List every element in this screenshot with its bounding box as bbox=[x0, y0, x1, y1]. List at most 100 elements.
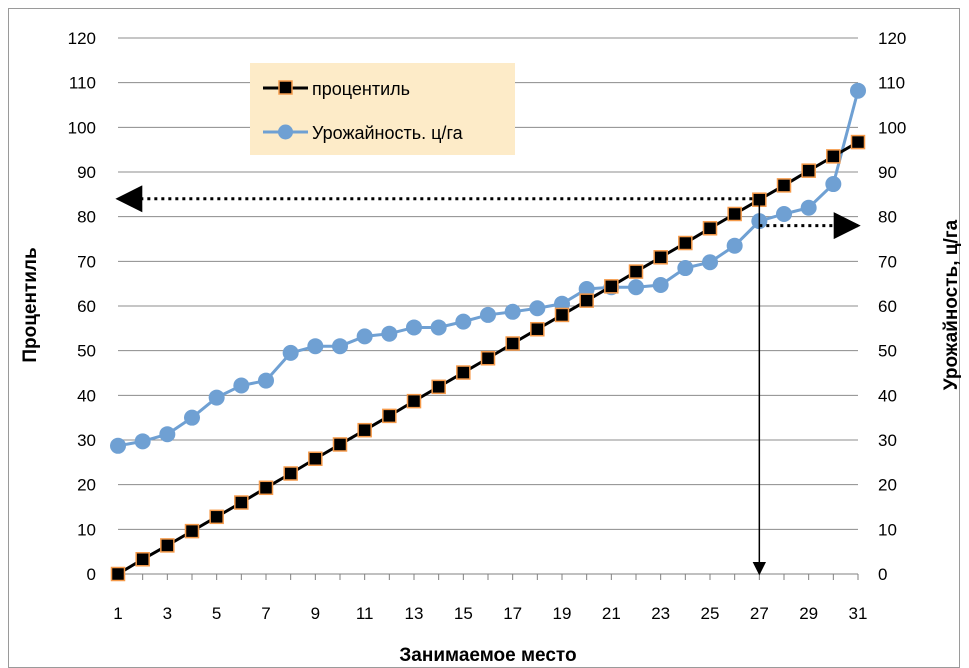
data-point bbox=[110, 566, 126, 582]
data-point bbox=[233, 377, 250, 394]
right-tick-label: 10 bbox=[878, 520, 897, 539]
left-tick-label: 110 bbox=[69, 74, 96, 93]
left-tick-label: 40 bbox=[77, 386, 96, 405]
x-tick-label: 7 bbox=[261, 604, 270, 623]
x-axis-title: Занимаемое место bbox=[399, 645, 576, 663]
left-tick-label: 90 bbox=[77, 163, 96, 182]
data-point bbox=[702, 221, 718, 236]
data-point bbox=[134, 433, 151, 450]
data-point bbox=[208, 389, 225, 406]
data-point bbox=[381, 325, 398, 342]
data-point bbox=[628, 264, 644, 279]
left-axis-title: Процентиль bbox=[20, 247, 41, 362]
right-tick-label: 0 bbox=[878, 565, 887, 584]
x-tick-label: 17 bbox=[503, 604, 522, 623]
data-point bbox=[283, 466, 298, 481]
x-tick-label: 27 bbox=[750, 604, 769, 623]
data-point bbox=[356, 328, 373, 345]
legend-label-percentile: процентиль bbox=[312, 79, 410, 99]
data-point bbox=[801, 163, 816, 178]
data-point bbox=[332, 338, 348, 355]
data-point bbox=[727, 206, 742, 222]
right-tick-label: 60 bbox=[878, 297, 897, 316]
data-point bbox=[431, 379, 446, 395]
left-tick-label: 0 bbox=[87, 565, 96, 584]
data-point bbox=[653, 250, 668, 265]
data-point bbox=[628, 279, 644, 296]
data-point bbox=[850, 82, 866, 99]
left-tick-label: 70 bbox=[77, 252, 96, 271]
data-point bbox=[480, 351, 496, 366]
series-0 bbox=[110, 134, 866, 582]
data-point bbox=[258, 372, 274, 389]
right-tick-label: 90 bbox=[878, 163, 897, 182]
right-tick-label: 50 bbox=[878, 342, 897, 361]
data-point bbox=[159, 426, 176, 443]
data-point bbox=[825, 176, 842, 193]
right-tick-label: 120 bbox=[878, 29, 906, 48]
data-point bbox=[455, 313, 472, 330]
x-tick-label: 31 bbox=[849, 604, 868, 623]
data-point bbox=[850, 134, 866, 150]
right-tick-label: 110 bbox=[878, 74, 905, 93]
legend-box bbox=[250, 63, 515, 155]
data-point bbox=[456, 365, 471, 380]
x-tick-label: 3 bbox=[163, 604, 172, 623]
right-axis-title: Урожайность, ц/га bbox=[941, 219, 962, 390]
data-point bbox=[529, 300, 546, 317]
data-point bbox=[726, 237, 743, 254]
data-point bbox=[579, 293, 594, 308]
data-point bbox=[135, 552, 150, 567]
data-point bbox=[505, 336, 520, 351]
left-tick-label: 120 bbox=[68, 29, 96, 48]
x-tick-label: 29 bbox=[799, 604, 818, 623]
x-tick-label: 19 bbox=[553, 604, 572, 623]
data-point bbox=[160, 538, 175, 553]
data-point bbox=[430, 319, 447, 336]
data-point bbox=[530, 321, 545, 337]
right-tick-label: 80 bbox=[878, 208, 897, 227]
x-tick-label: 13 bbox=[405, 604, 424, 623]
data-point bbox=[578, 281, 595, 298]
legend-marker-yield bbox=[278, 124, 293, 140]
data-point bbox=[184, 409, 200, 426]
data-point bbox=[604, 279, 619, 294]
right-tick-label: 30 bbox=[878, 431, 897, 450]
series-layer bbox=[110, 82, 866, 582]
x-tick-label: 21 bbox=[602, 604, 621, 623]
data-point bbox=[307, 338, 324, 355]
data-point bbox=[702, 254, 718, 271]
data-point bbox=[184, 523, 200, 539]
data-point bbox=[826, 149, 841, 164]
x-tick-label: 15 bbox=[454, 604, 473, 623]
data-point bbox=[209, 509, 224, 525]
data-point bbox=[308, 451, 323, 467]
data-point bbox=[504, 303, 521, 320]
x-tick-label: 11 bbox=[356, 604, 374, 623]
left-tick-label: 20 bbox=[77, 476, 96, 495]
data-point bbox=[382, 408, 397, 424]
data-point bbox=[677, 260, 694, 277]
x-tick-label: 23 bbox=[651, 604, 670, 623]
data-point bbox=[406, 319, 422, 336]
right-tick-label: 40 bbox=[878, 386, 897, 405]
right-tick-label: 70 bbox=[878, 252, 897, 271]
data-point bbox=[776, 205, 792, 222]
data-point bbox=[776, 178, 792, 193]
right-tick-label: 20 bbox=[878, 476, 897, 495]
data-point bbox=[357, 422, 372, 438]
right-tick-label: 100 bbox=[878, 118, 906, 137]
annotation-layer bbox=[115, 185, 861, 576]
x-tick-label: 25 bbox=[701, 604, 720, 623]
legend-label-yield: Урожайность. ц/га bbox=[312, 123, 464, 143]
right-axis-ticks: 0 10 20 30 40 50 60 70 80 90 100 110 120 bbox=[878, 29, 906, 584]
left-axis-ticks: 0 10 20 30 40 50 60 70 80 90 100 110 120 bbox=[68, 29, 96, 584]
data-point bbox=[258, 480, 274, 496]
data-point bbox=[678, 235, 693, 251]
data-point bbox=[800, 199, 817, 216]
x-axis-ticks: 1 3 5 7 9 11 13 15 17 19 21 23 25 27 29 31 bbox=[113, 574, 867, 623]
left-tick-label: 10 bbox=[77, 520, 96, 539]
data-point bbox=[406, 393, 422, 409]
data-point bbox=[652, 277, 669, 294]
